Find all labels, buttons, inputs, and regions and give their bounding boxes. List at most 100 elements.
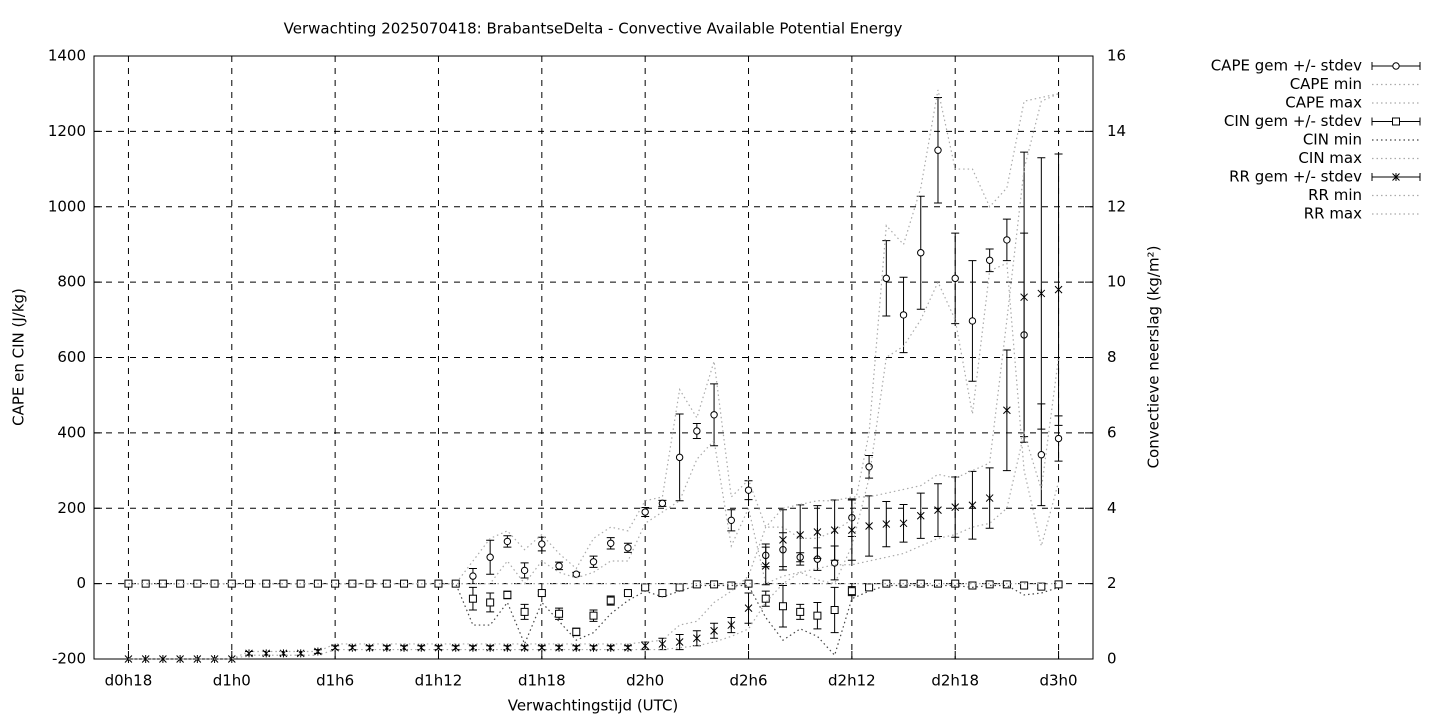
y2-axis-title: Convectieve neerslag (kg/m²) [1145, 246, 1163, 469]
marker [124, 655, 133, 663]
marker [486, 553, 494, 561]
marker [1037, 582, 1046, 591]
marker [779, 535, 787, 544]
marker [641, 641, 650, 650]
marker [813, 611, 822, 620]
marker [486, 598, 495, 607]
marker [141, 655, 150, 663]
marker [314, 647, 322, 656]
range-line [128, 93, 1059, 660]
y-axis-title: CAPE en CIN (J/kg) [10, 288, 28, 426]
marker [348, 643, 357, 652]
y-tick-label: 400 [57, 423, 86, 441]
marker [710, 626, 718, 635]
marker [744, 486, 753, 494]
marker [469, 572, 477, 580]
marker [623, 589, 632, 598]
y-tick-label: 1000 [48, 197, 86, 215]
y-tick-label: 600 [57, 348, 86, 366]
marker [917, 249, 925, 257]
y2-tick-label: 2 [1107, 574, 1117, 592]
marker [555, 643, 563, 652]
y-tick-label: 800 [57, 273, 86, 291]
range-line [128, 583, 1059, 657]
x-tick-label: d2h12 [828, 672, 876, 690]
x-tick-label: d1h6 [316, 672, 354, 690]
marker [572, 570, 580, 578]
x-tick-label: d0h18 [105, 672, 153, 690]
marker [658, 639, 667, 648]
marker [968, 317, 977, 325]
marker [985, 256, 994, 264]
y2-tick-label: 10 [1107, 273, 1126, 291]
y2-tick-label: 12 [1107, 197, 1126, 215]
marker [830, 606, 839, 615]
x-tick-label: d2h18 [931, 672, 979, 690]
range-line [128, 262, 1060, 585]
marker [520, 643, 529, 652]
legend-label: CIN max [1298, 149, 1362, 167]
marker [331, 579, 340, 588]
marker [744, 604, 753, 613]
marker [589, 611, 598, 620]
legend-label: RR max [1304, 205, 1362, 223]
y-tick-label: 1200 [48, 122, 86, 140]
marker [365, 643, 374, 652]
marker [1002, 580, 1011, 589]
marker [503, 537, 512, 546]
x-tick-label: d2h6 [729, 672, 767, 690]
x-tick-label: d1h0 [213, 672, 251, 690]
marker [796, 531, 805, 540]
marker [796, 607, 805, 616]
marker [675, 638, 684, 647]
y-tick-label: 1400 [48, 47, 86, 65]
marker [227, 579, 236, 588]
marker [658, 499, 667, 508]
marker [641, 583, 650, 592]
marker [865, 521, 873, 530]
marker [692, 634, 701, 643]
x-tick-label: d3h0 [1039, 672, 1077, 690]
marker [727, 581, 736, 590]
marker [245, 649, 253, 658]
marker [865, 583, 874, 592]
marker [555, 609, 564, 618]
marker [503, 590, 512, 599]
marker [951, 503, 960, 512]
marker [934, 146, 942, 154]
marker [899, 519, 908, 528]
marker [847, 587, 856, 596]
marker [607, 539, 615, 547]
y2-tick-label: 14 [1107, 122, 1126, 140]
y2-tick-label: 0 [1107, 650, 1117, 668]
marker [158, 579, 167, 588]
legend-marker [1392, 173, 1400, 181]
marker [606, 596, 615, 605]
legend-label: CAPE min [1290, 75, 1362, 93]
legend-label: CIN min [1303, 131, 1362, 149]
marker [1054, 434, 1063, 443]
marker [572, 627, 581, 636]
marker [848, 526, 856, 535]
y2-tick-label: 4 [1107, 499, 1117, 517]
y-tick-label: 0 [76, 574, 86, 592]
marker [1003, 236, 1011, 244]
legend-label: RR min [1308, 186, 1362, 204]
legend-label: CAPE max [1285, 94, 1362, 112]
marker [262, 579, 271, 588]
marker [692, 580, 701, 589]
marker [589, 558, 598, 566]
marker [916, 511, 925, 520]
marker [675, 453, 684, 462]
marker [434, 643, 443, 652]
x-axis-title: Verwachtingstijd (UTC) [508, 697, 679, 715]
y-tick-label: -200 [52, 650, 86, 668]
marker [727, 621, 736, 630]
chart-title: Verwachting 2025070418: BrabantseDelta -… [284, 20, 903, 38]
plot-frame [93, 55, 1094, 660]
legend-marker [1392, 117, 1400, 126]
marker [1054, 580, 1063, 589]
marker [968, 501, 977, 510]
